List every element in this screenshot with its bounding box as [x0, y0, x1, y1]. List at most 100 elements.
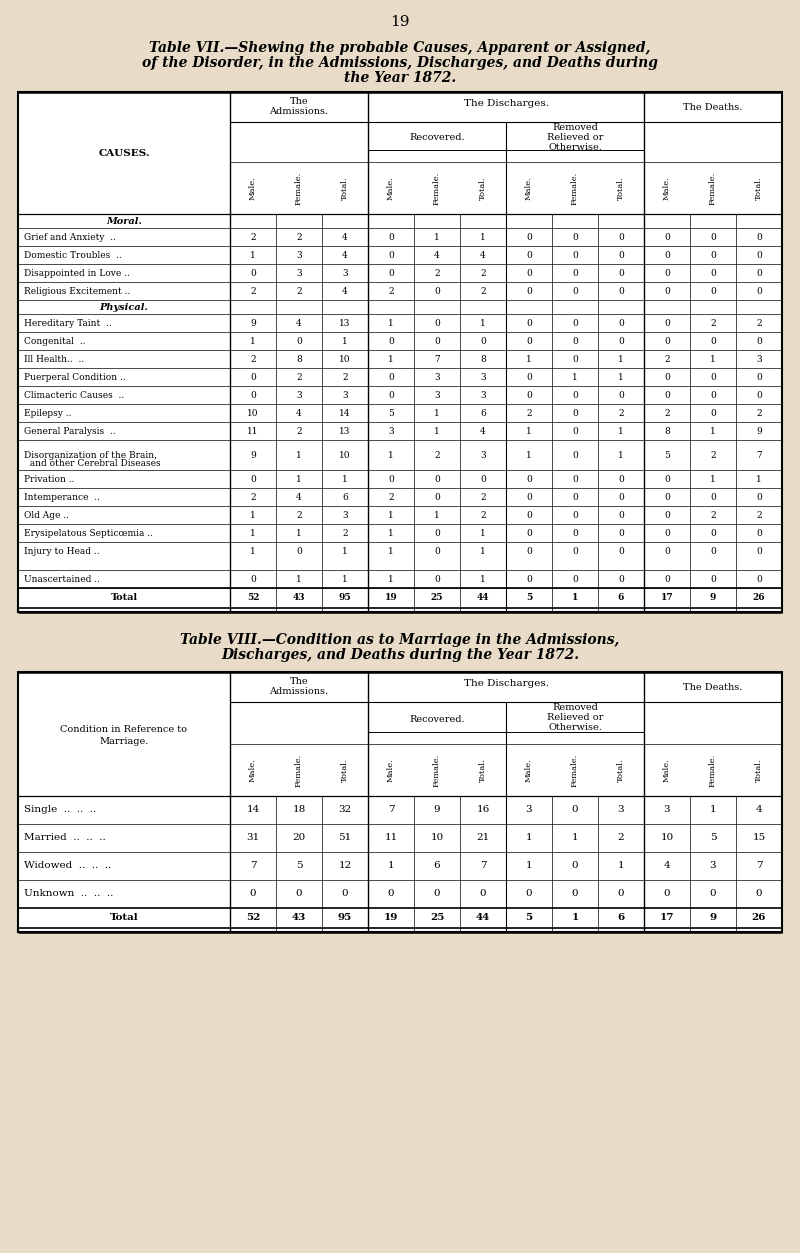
Text: 0: 0	[618, 890, 624, 898]
Text: 3: 3	[342, 391, 348, 400]
Text: Male.: Male.	[387, 758, 395, 782]
Text: 1: 1	[526, 426, 532, 436]
Text: 3: 3	[434, 391, 440, 400]
Text: 3: 3	[480, 372, 486, 381]
Text: Total: Total	[110, 594, 138, 603]
Text: Total.: Total.	[479, 177, 487, 199]
Text: 20: 20	[292, 833, 306, 842]
Text: Marriage.: Marriage.	[99, 737, 149, 746]
Text: 1: 1	[618, 862, 624, 871]
Text: 0: 0	[296, 546, 302, 555]
Text: 19: 19	[385, 594, 398, 603]
Text: Female.: Female.	[709, 753, 717, 787]
Text: 0: 0	[572, 337, 578, 346]
Text: 0: 0	[710, 251, 716, 259]
Text: 2: 2	[434, 451, 440, 460]
Text: 3: 3	[756, 355, 762, 363]
Text: 0: 0	[572, 529, 578, 538]
Text: 0: 0	[572, 408, 578, 417]
Text: 8: 8	[480, 355, 486, 363]
Text: 0: 0	[388, 391, 394, 400]
Text: 1: 1	[571, 913, 578, 922]
Text: Table VIII.—Condition as to Marriage in the Admissions,: Table VIII.—Condition as to Marriage in …	[180, 633, 620, 647]
Text: 1: 1	[250, 529, 256, 538]
Text: Removed: Removed	[552, 124, 598, 133]
Text: 1: 1	[388, 451, 394, 460]
Text: 3: 3	[296, 251, 302, 259]
Text: 0: 0	[526, 391, 532, 400]
Text: Puerperal Condition ..: Puerperal Condition ..	[24, 372, 126, 381]
Text: 0: 0	[296, 337, 302, 346]
Text: 0: 0	[664, 287, 670, 296]
Text: Female.: Female.	[571, 172, 579, 204]
Text: Recovered.: Recovered.	[409, 714, 465, 723]
Text: 1: 1	[388, 529, 394, 538]
Text: 0: 0	[526, 268, 532, 277]
Text: 0: 0	[434, 318, 440, 327]
Text: 0: 0	[710, 546, 716, 555]
Text: Total.: Total.	[479, 758, 487, 782]
Text: 2: 2	[480, 287, 486, 296]
Text: 26: 26	[752, 913, 766, 922]
Text: 1: 1	[342, 574, 348, 584]
Text: Condition in Reference to: Condition in Reference to	[61, 724, 187, 733]
Text: 1: 1	[526, 862, 532, 871]
Text: 0: 0	[480, 475, 486, 484]
Text: Disappointed in Love ..: Disappointed in Love ..	[24, 268, 130, 277]
Text: 2: 2	[664, 355, 670, 363]
Text: Congenital  ..: Congenital ..	[24, 337, 86, 346]
Text: 3: 3	[526, 806, 532, 814]
Text: 2: 2	[250, 233, 256, 242]
Text: 0: 0	[388, 337, 394, 346]
Text: 1: 1	[756, 475, 762, 484]
Text: 2: 2	[618, 408, 624, 417]
Text: 3: 3	[710, 862, 716, 871]
Text: 1: 1	[480, 546, 486, 555]
Text: 1: 1	[250, 251, 256, 259]
Text: Hereditary Taint  ..: Hereditary Taint ..	[24, 318, 112, 327]
Text: Admissions.: Admissions.	[270, 108, 329, 117]
Text: 1: 1	[480, 233, 486, 242]
Text: 0: 0	[756, 529, 762, 538]
Text: 0: 0	[526, 233, 532, 242]
Text: Female.: Female.	[433, 172, 441, 204]
Text: 17: 17	[661, 594, 674, 603]
Text: Otherwise.: Otherwise.	[548, 723, 602, 733]
Text: 0: 0	[664, 492, 670, 501]
Text: 4: 4	[296, 492, 302, 501]
Text: 3: 3	[434, 372, 440, 381]
Text: 0: 0	[250, 890, 256, 898]
Text: 25: 25	[430, 913, 444, 922]
Text: 2: 2	[296, 426, 302, 436]
Text: Male.: Male.	[387, 177, 395, 200]
Text: Ill Health..  ..: Ill Health.. ..	[24, 355, 84, 363]
Text: General Paralysis  ..: General Paralysis ..	[24, 426, 116, 436]
Text: Admissions.: Admissions.	[270, 688, 329, 697]
Text: 2: 2	[664, 408, 670, 417]
Text: 0: 0	[756, 372, 762, 381]
Text: 0: 0	[618, 233, 624, 242]
Text: 2: 2	[388, 492, 394, 501]
Text: 0: 0	[388, 268, 394, 277]
Text: 1: 1	[296, 529, 302, 538]
Text: 0: 0	[756, 574, 762, 584]
Text: 9: 9	[434, 806, 440, 814]
Text: Male.: Male.	[663, 177, 671, 200]
Text: 44: 44	[476, 913, 490, 922]
Text: 0: 0	[434, 492, 440, 501]
Text: 0: 0	[664, 233, 670, 242]
Text: Total.: Total.	[617, 177, 625, 199]
Text: 2: 2	[296, 372, 302, 381]
Text: 3: 3	[480, 451, 486, 460]
Text: 0: 0	[572, 233, 578, 242]
Text: 0: 0	[618, 492, 624, 501]
Text: 11: 11	[247, 426, 258, 436]
Text: 0: 0	[572, 451, 578, 460]
Text: 13: 13	[339, 426, 350, 436]
Text: 6: 6	[342, 492, 348, 501]
Text: 0: 0	[526, 492, 532, 501]
Text: 0: 0	[710, 529, 716, 538]
Text: Physical.: Physical.	[99, 302, 149, 312]
Text: Intemperance  ..: Intemperance ..	[24, 492, 100, 501]
Text: 2: 2	[756, 510, 762, 520]
